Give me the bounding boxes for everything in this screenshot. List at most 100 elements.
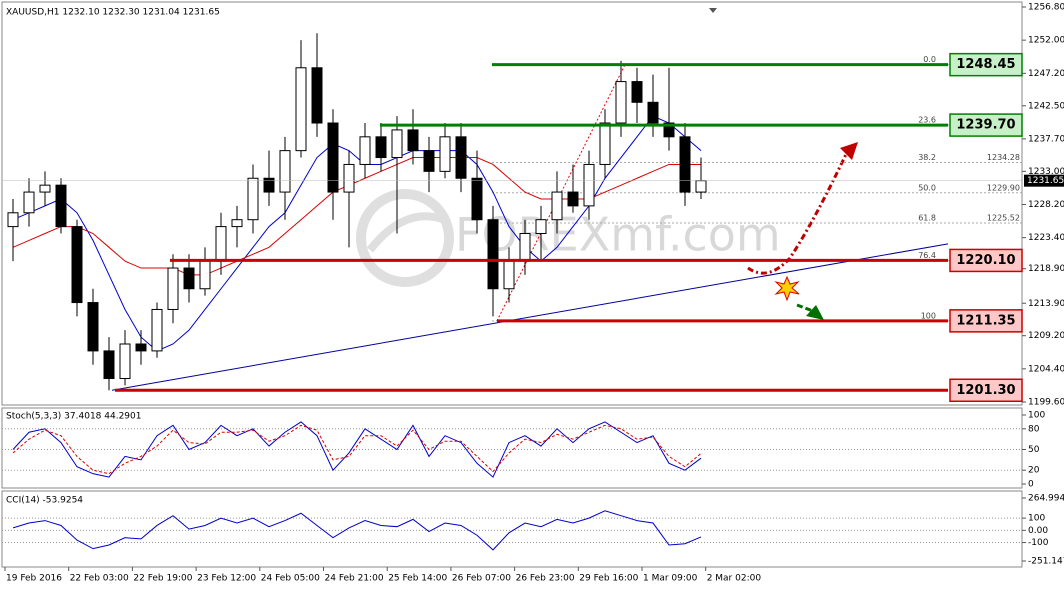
- time-label: 22 Feb 03:00: [70, 574, 129, 584]
- candle-body: [103, 350, 115, 380]
- y-tick-label: 1228.20: [1028, 200, 1064, 210]
- level-box: [949, 309, 1023, 333]
- candle-body: [279, 150, 291, 193]
- candle-body: [247, 177, 259, 221]
- stoch-title: Stoch(5,3,3) 37.4018 44.2901: [6, 412, 141, 422]
- candle-body: [567, 191, 579, 207]
- candle-body: [455, 136, 467, 179]
- level-label: 1220.10: [956, 253, 1015, 268]
- candle-body: [151, 308, 163, 352]
- fib-label: 100: [921, 311, 936, 320]
- down-arrow: [796, 303, 814, 313]
- y-tick-label: 1204.40: [1028, 364, 1064, 374]
- y-tick-label: -251.147: [1028, 557, 1064, 567]
- level-label: 1201.30: [956, 383, 1015, 398]
- candle-body: [7, 212, 19, 228]
- candle-body: [519, 233, 531, 262]
- y-tick-label: 1218.90: [1028, 264, 1064, 274]
- candle-body: [551, 191, 563, 221]
- level-box: [949, 113, 1023, 137]
- watermark-logo: [356, 189, 454, 287]
- candle-body: [199, 260, 211, 290]
- breakout-star: [774, 275, 800, 302]
- fib-price: 1234.28: [987, 153, 1020, 162]
- candle-body: [583, 163, 595, 207]
- price-panel: [1, 1, 1023, 406]
- candle-body: [599, 122, 611, 165]
- y-tick-label: 1209.20: [1028, 331, 1064, 341]
- candle-body: [679, 136, 691, 193]
- time-label: 25 Feb 14:00: [388, 574, 447, 584]
- time-label: 26 Feb 23:00: [516, 574, 575, 584]
- current-price-label: 1231.65: [1027, 176, 1064, 186]
- time-label: 22 Feb 19:00: [133, 574, 192, 584]
- y-tick-label: 0: [1028, 480, 1034, 490]
- candle-body: [119, 343, 131, 380]
- y-tick-label: 80: [1028, 424, 1040, 434]
- level-label: 1239.70: [956, 118, 1015, 133]
- stoch-panel: [1, 407, 1023, 489]
- fib-label: 23.6: [918, 116, 936, 125]
- candle-body: [263, 177, 275, 193]
- fib-label: 38.2: [918, 153, 936, 162]
- time-label: 23 Feb 12:00: [197, 574, 256, 584]
- fib-price: 1225.52: [987, 214, 1020, 223]
- down-arrowhead: [806, 305, 824, 320]
- y-tick-label: 1252.00: [1028, 36, 1064, 46]
- y-tick-label: 1213.90: [1028, 299, 1064, 309]
- candle-body: [663, 122, 675, 138]
- y-tick-label: 1223.40: [1028, 233, 1064, 243]
- cci-title: CCI(14) -53.9254: [6, 496, 83, 506]
- y-tick-label: 1233.00: [1028, 167, 1064, 177]
- time-label: 24 Feb 21:00: [325, 574, 384, 584]
- candle-body: [183, 267, 195, 290]
- time-label: 19 Feb 2016: [6, 574, 62, 584]
- current-price-box: [1024, 174, 1064, 187]
- candle-body: [39, 184, 51, 193]
- fib-label: 61.8: [918, 214, 936, 223]
- level-box: [949, 248, 1023, 273]
- y-tick-label: 0.00: [1028, 526, 1048, 536]
- candle-body: [23, 191, 35, 214]
- cci-panel: [1, 490, 1023, 568]
- candle-body: [55, 184, 67, 228]
- fib-label: 76.4: [918, 251, 936, 260]
- up-arrow: [747, 149, 850, 275]
- level-label: 1211.35: [956, 313, 1015, 328]
- y-tick-label: 1242.50: [1028, 101, 1064, 111]
- up-arrowhead: [840, 142, 858, 160]
- y-tick-label: 1237.70: [1028, 134, 1064, 144]
- y-tick-label: 100: [1028, 411, 1045, 421]
- chart-title: XAUUSD,H1 1232.10 1232.30 1231.04 1231.6…: [6, 8, 220, 18]
- candle-body: [615, 81, 627, 124]
- time-label: 2 Mar 02:00: [707, 574, 762, 584]
- fib-price: 1229.90: [987, 183, 1020, 192]
- time-label: 29 Feb 16:00: [579, 574, 638, 584]
- indicator-line: [12, 424, 702, 475]
- candle-body: [423, 150, 435, 172]
- candle-body: [407, 129, 419, 152]
- dropdown-icon: [709, 8, 717, 13]
- candle-body: [167, 267, 179, 310]
- candle-body: [215, 226, 227, 262]
- candle-body: [631, 81, 643, 103]
- candle-body: [471, 177, 483, 221]
- candle-body: [359, 136, 371, 165]
- moving-average: [12, 115, 702, 352]
- time-label: 24 Feb 05:00: [261, 574, 320, 584]
- level-box: [949, 52, 1023, 77]
- candle-body: [391, 129, 403, 159]
- candle-body: [231, 219, 243, 228]
- level-box: [949, 378, 1023, 403]
- candle-body: [71, 226, 83, 304]
- y-tick-label: 100: [1028, 514, 1045, 524]
- candle-body: [487, 219, 499, 290]
- candle-body: [375, 136, 387, 159]
- candle-body: [503, 260, 515, 290]
- candle-body: [135, 343, 147, 352]
- candle-body: [343, 163, 355, 193]
- y-tick-label: 1256.80: [1028, 3, 1064, 13]
- candle-body: [311, 67, 323, 124]
- y-tick-label: 1199.60: [1028, 398, 1064, 408]
